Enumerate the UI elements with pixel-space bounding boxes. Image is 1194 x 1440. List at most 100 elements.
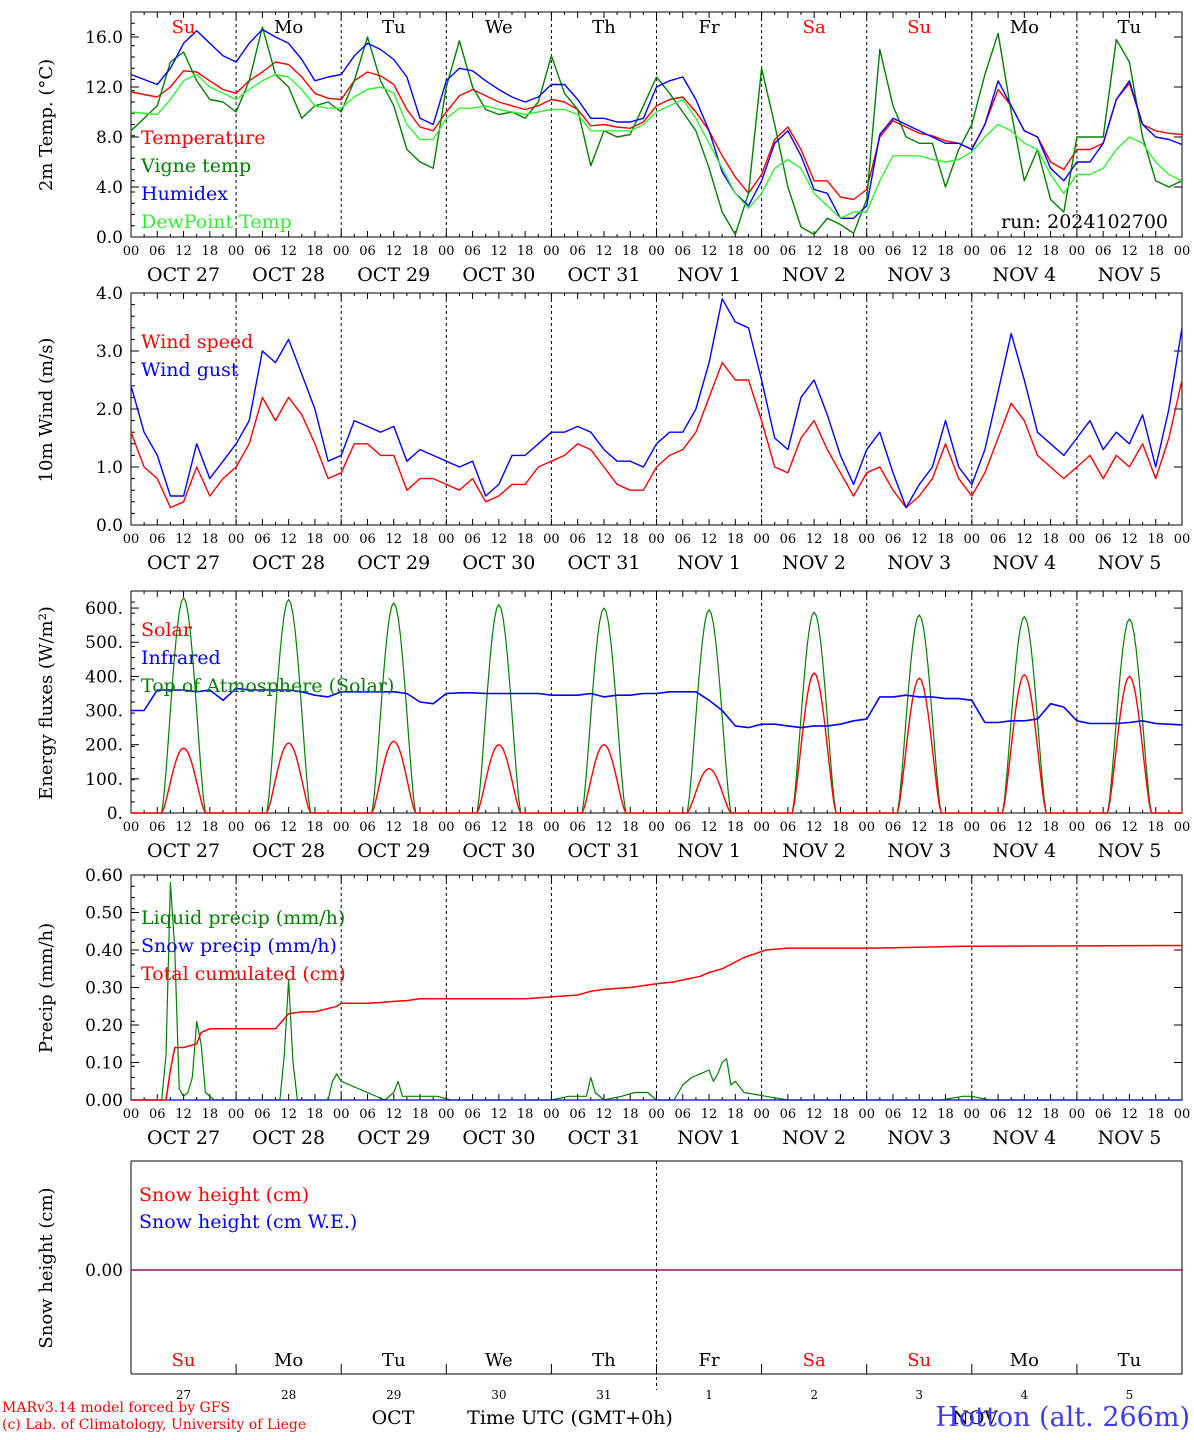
hour-tick-label: 06 <box>464 1107 481 1122</box>
hour-tick-label: 00 <box>333 820 350 835</box>
hour-tick-label: 12 <box>491 1107 508 1122</box>
hour-tick-label: 18 <box>1147 532 1164 547</box>
y-axis-label: Precip (mm/h) <box>36 923 57 1053</box>
date-label: OCT 29 <box>357 264 430 286</box>
y-tick-label: 0.00 <box>85 1091 123 1111</box>
flux-series-infrared <box>131 687 1183 729</box>
hour-tick-label: 00 <box>648 532 665 547</box>
month-label: NOV <box>952 1407 998 1429</box>
hour-tick-label: 06 <box>149 1107 166 1122</box>
hour-tick-label: 00 <box>858 820 875 835</box>
legend-entry: Infrared <box>141 647 221 669</box>
hour-tick-label: 18 <box>727 1107 744 1122</box>
hour-tick-label: 06 <box>1095 532 1112 547</box>
weekday-label: Fr <box>699 17 720 38</box>
hour-tick-label: 00 <box>1069 1107 1086 1122</box>
hour-tick-label: 06 <box>885 244 902 259</box>
hour-tick-label: 18 <box>622 1107 639 1122</box>
hour-tick-label: 06 <box>1095 820 1112 835</box>
hour-tick-label: 12 <box>491 244 508 259</box>
hour-tick-label: 06 <box>359 1107 376 1122</box>
y-tick-label: 3.0 <box>96 342 123 362</box>
hour-tick-label: 06 <box>569 1107 586 1122</box>
hour-tick-label: 18 <box>727 820 744 835</box>
weekday-label: Tu <box>1118 1350 1142 1371</box>
date-label: NOV 5 <box>1098 264 1162 286</box>
y-tick-label: 16.0 <box>85 28 123 48</box>
hour-tick-label: 12 <box>701 244 718 259</box>
hour-tick-label: 12 <box>1121 244 1138 259</box>
date-label: NOV 1 <box>677 552 741 574</box>
month-label: OCT <box>372 1407 415 1429</box>
hour-tick-label: 06 <box>675 532 692 547</box>
legend-entry: Snow precip (mm/h) <box>141 935 337 957</box>
y-tick-label: 0.60 <box>85 866 123 886</box>
run-label: run: 2024102700 <box>1001 211 1168 233</box>
hour-tick-label: 06 <box>359 532 376 547</box>
date-label: NOV 4 <box>992 552 1056 574</box>
hour-tick-label: 12 <box>175 532 192 547</box>
hour-tick-label: 06 <box>885 532 902 547</box>
date-label: OCT 29 <box>357 1127 430 1149</box>
date-label: NOV 1 <box>677 264 741 286</box>
credit-line-1: MARv3.14 model forced by GFS <box>2 1400 231 1416</box>
hour-tick-label: 06 <box>990 532 1007 547</box>
legend-entry: Solar <box>141 619 193 641</box>
hour-tick-label: 00 <box>964 1107 981 1122</box>
hour-tick-label: 06 <box>780 820 797 835</box>
date-label: OCT 27 <box>147 1127 220 1149</box>
weekday-label: Sa <box>803 17 826 38</box>
y-tick-label: 8.0 <box>96 128 123 148</box>
station-name: Hotton (alt. 266m) <box>935 1402 1190 1433</box>
hour-tick-label: 18 <box>517 820 534 835</box>
weekday-label: Th <box>592 17 616 38</box>
hour-tick-label: 18 <box>202 1107 219 1122</box>
y-tick-label: 300. <box>85 702 123 722</box>
hour-tick-label: 06 <box>675 820 692 835</box>
date-label: NOV 1 <box>677 840 741 862</box>
weekday-label: Su <box>172 17 196 38</box>
hour-tick-label: 18 <box>622 532 639 547</box>
date-label: NOV 2 <box>782 1127 846 1149</box>
hour-tick-label: 06 <box>780 532 797 547</box>
date-label: NOV 3 <box>887 840 951 862</box>
hour-tick-label: 18 <box>412 244 429 259</box>
hour-tick-label: 18 <box>832 532 849 547</box>
y-tick-label: 4.0 <box>96 284 123 304</box>
y-tick-label: 0.50 <box>85 904 123 924</box>
hour-tick-label: 06 <box>990 1107 1007 1122</box>
date-label: NOV 5 <box>1098 552 1162 574</box>
hour-tick-label: 18 <box>832 1107 849 1122</box>
y-tick-label: 0.20 <box>85 1016 123 1036</box>
hour-tick-label: 18 <box>832 244 849 259</box>
y-tick-label: 0.0 <box>96 228 123 248</box>
temp-series-vigne-temp <box>130 26 1183 236</box>
hour-tick-label: 00 <box>753 1107 770 1122</box>
hour-tick-label: 00 <box>753 820 770 835</box>
hour-tick-label: 18 <box>622 244 639 259</box>
day-number-label: 1 <box>705 1388 713 1402</box>
hour-tick-label: 00 <box>1174 820 1191 835</box>
weekday-label: Mo <box>1010 17 1039 38</box>
hour-tick-label: 12 <box>385 820 402 835</box>
weekday-label: Tu <box>1118 17 1142 38</box>
temp-series-humidex <box>130 28 1183 220</box>
hour-tick-label: 12 <box>596 244 613 259</box>
date-label: OCT 28 <box>252 264 325 286</box>
hour-tick-label: 06 <box>569 244 586 259</box>
day-number-label: 4 <box>1021 1388 1029 1402</box>
hour-tick-label: 18 <box>937 532 954 547</box>
weekday-label: We <box>485 1350 513 1371</box>
hour-tick-label: 18 <box>1147 1107 1164 1122</box>
hour-tick-label: 06 <box>149 820 166 835</box>
hour-tick-label: 00 <box>1174 244 1191 259</box>
hour-tick-label: 06 <box>885 820 902 835</box>
date-label: NOV 5 <box>1098 1127 1162 1149</box>
weekday-label: Mo <box>274 17 303 38</box>
hour-tick-label: 06 <box>254 244 271 259</box>
date-label: OCT 28 <box>252 1127 325 1149</box>
hour-tick-label: 12 <box>596 1107 613 1122</box>
date-label: NOV 4 <box>992 264 1056 286</box>
date-label: OCT 31 <box>567 264 640 286</box>
hour-tick-label: 12 <box>385 244 402 259</box>
